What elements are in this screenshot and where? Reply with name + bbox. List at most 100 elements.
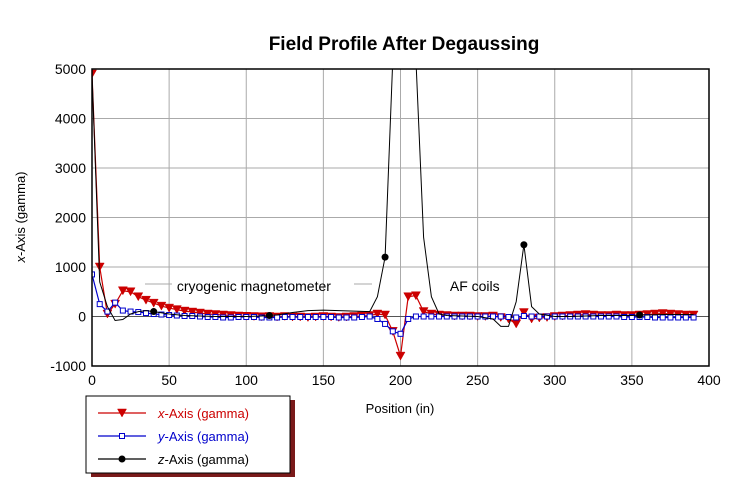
y-tick-label: 1000	[55, 259, 86, 275]
x-axis-point	[94, 262, 105, 272]
x-axis-point	[92, 69, 97, 79]
y-axis-point	[281, 313, 288, 320]
y-axis-point	[443, 313, 450, 320]
z-axis-legend-marker	[118, 455, 126, 463]
y-axis-point	[397, 330, 404, 337]
x-tick-label: 100	[235, 372, 259, 388]
y-axis-point	[520, 313, 527, 320]
x-tick-label: 200	[389, 372, 413, 388]
y-axis-point	[220, 314, 227, 321]
x-tick-label: 0	[88, 372, 96, 388]
y-axis-point	[343, 314, 350, 321]
y-tick-labels: -1000 0 1000 2000 3000 4000 5000	[50, 61, 86, 374]
x-axis-point	[164, 303, 175, 313]
x-axis-point	[403, 292, 414, 302]
x-axis-point	[657, 309, 668, 319]
x-tick-labels: 0 50 100 150 200 250 300 350 400	[88, 372, 721, 388]
y-axis-point	[528, 313, 535, 320]
x-tick-label: 350	[620, 372, 644, 388]
chart-title: Field Profile After Degaussing	[269, 34, 540, 55]
y-axis-point	[389, 328, 396, 335]
y-axis-point	[250, 313, 257, 320]
y-tick-label: 2000	[55, 210, 86, 226]
y-axis-point	[274, 314, 281, 321]
y-axis-point	[320, 313, 327, 320]
y-axis-point	[675, 314, 682, 321]
x-axis-point	[395, 351, 406, 361]
y-axis-point	[628, 313, 635, 320]
y-tick-label: -1000	[50, 358, 86, 374]
x-axis-point	[187, 307, 198, 317]
y-axis-point	[96, 301, 103, 308]
y-axis-point	[328, 313, 335, 320]
plot-frame	[91, 68, 710, 367]
z-axis-point	[265, 312, 273, 320]
y-axis-point	[412, 313, 419, 320]
z-axis-point	[381, 253, 389, 261]
y-axis-point	[682, 314, 689, 321]
x-axis-point	[141, 295, 151, 305]
x-axis-point	[179, 306, 190, 316]
x-axis-point	[372, 309, 383, 319]
y-axis-point	[613, 313, 620, 320]
x-axis-point	[171, 305, 182, 315]
x-axis-point	[125, 287, 136, 297]
y-axis-point	[312, 313, 319, 320]
y-axis-point	[382, 320, 389, 327]
y-axis-point	[652, 314, 659, 321]
y-axis-point	[158, 311, 165, 318]
y-axis-point	[598, 313, 605, 320]
x-axis-point	[117, 286, 128, 296]
y-axis-point	[166, 312, 173, 319]
x-axis-point	[133, 292, 144, 302]
annotation-label: AF coils	[450, 278, 500, 294]
y-tick-label: 4000	[55, 111, 86, 127]
y-axis-point	[420, 313, 427, 320]
y-tick-label: 0	[78, 309, 86, 325]
y-axis-point	[335, 314, 342, 321]
x-axis-label: Position (in)	[366, 401, 435, 416]
y-axis-point	[358, 313, 365, 320]
y-axis-point	[605, 313, 612, 320]
x-axis-point	[410, 291, 421, 301]
legend: x-Axis (gamma) y-Axis (gamma) z-Axis (gamm…	[85, 395, 295, 477]
x-axis-point	[418, 307, 429, 317]
y-axis-point	[667, 314, 674, 321]
y-axis-point	[119, 307, 126, 314]
z-axis-point	[520, 241, 528, 249]
x-axis-point	[380, 310, 391, 320]
x-tick-label: 50	[161, 372, 177, 388]
y-axis-point	[513, 314, 520, 321]
y-axis-point	[289, 313, 296, 320]
z-axis-point	[636, 311, 644, 319]
y-axis-point	[304, 313, 311, 320]
y-axis-point	[351, 314, 358, 321]
annotation-label: cryogenic magnetometer	[177, 278, 331, 294]
y-tick-label: 5000	[55, 61, 86, 77]
x-tick-label: 250	[466, 372, 490, 388]
y-axis-point	[297, 313, 304, 320]
x-axis-legend-marker	[117, 408, 127, 418]
x-axis-point	[148, 298, 159, 308]
y-axis-point	[659, 314, 666, 321]
y-axis-legend-marker	[119, 433, 125, 439]
z-axis-point	[150, 308, 158, 316]
y-axis-point	[497, 313, 504, 320]
x-axis-point	[195, 308, 205, 318]
y-axis-label: x-Axis (gamma)	[13, 171, 28, 263]
x-tick-label: 400	[697, 372, 721, 388]
y-axis-point	[92, 271, 95, 278]
y-axis-point	[482, 313, 489, 320]
annotations: cryogenic magnetometer AF coils	[145, 278, 500, 294]
y-axis-point	[690, 314, 697, 321]
x-axis-point	[518, 308, 529, 318]
y-axis-point	[644, 313, 651, 320]
y-axis-point	[258, 314, 265, 321]
y-axis-point	[366, 313, 373, 320]
y-axis-legend-label: y-Axis (gamma)	[157, 429, 249, 444]
y-axis-point	[505, 313, 512, 320]
x-axis-legend-label: x-Axis (gamma)	[157, 406, 249, 421]
y-axis-point	[204, 313, 211, 320]
y-axis-point	[405, 315, 412, 322]
